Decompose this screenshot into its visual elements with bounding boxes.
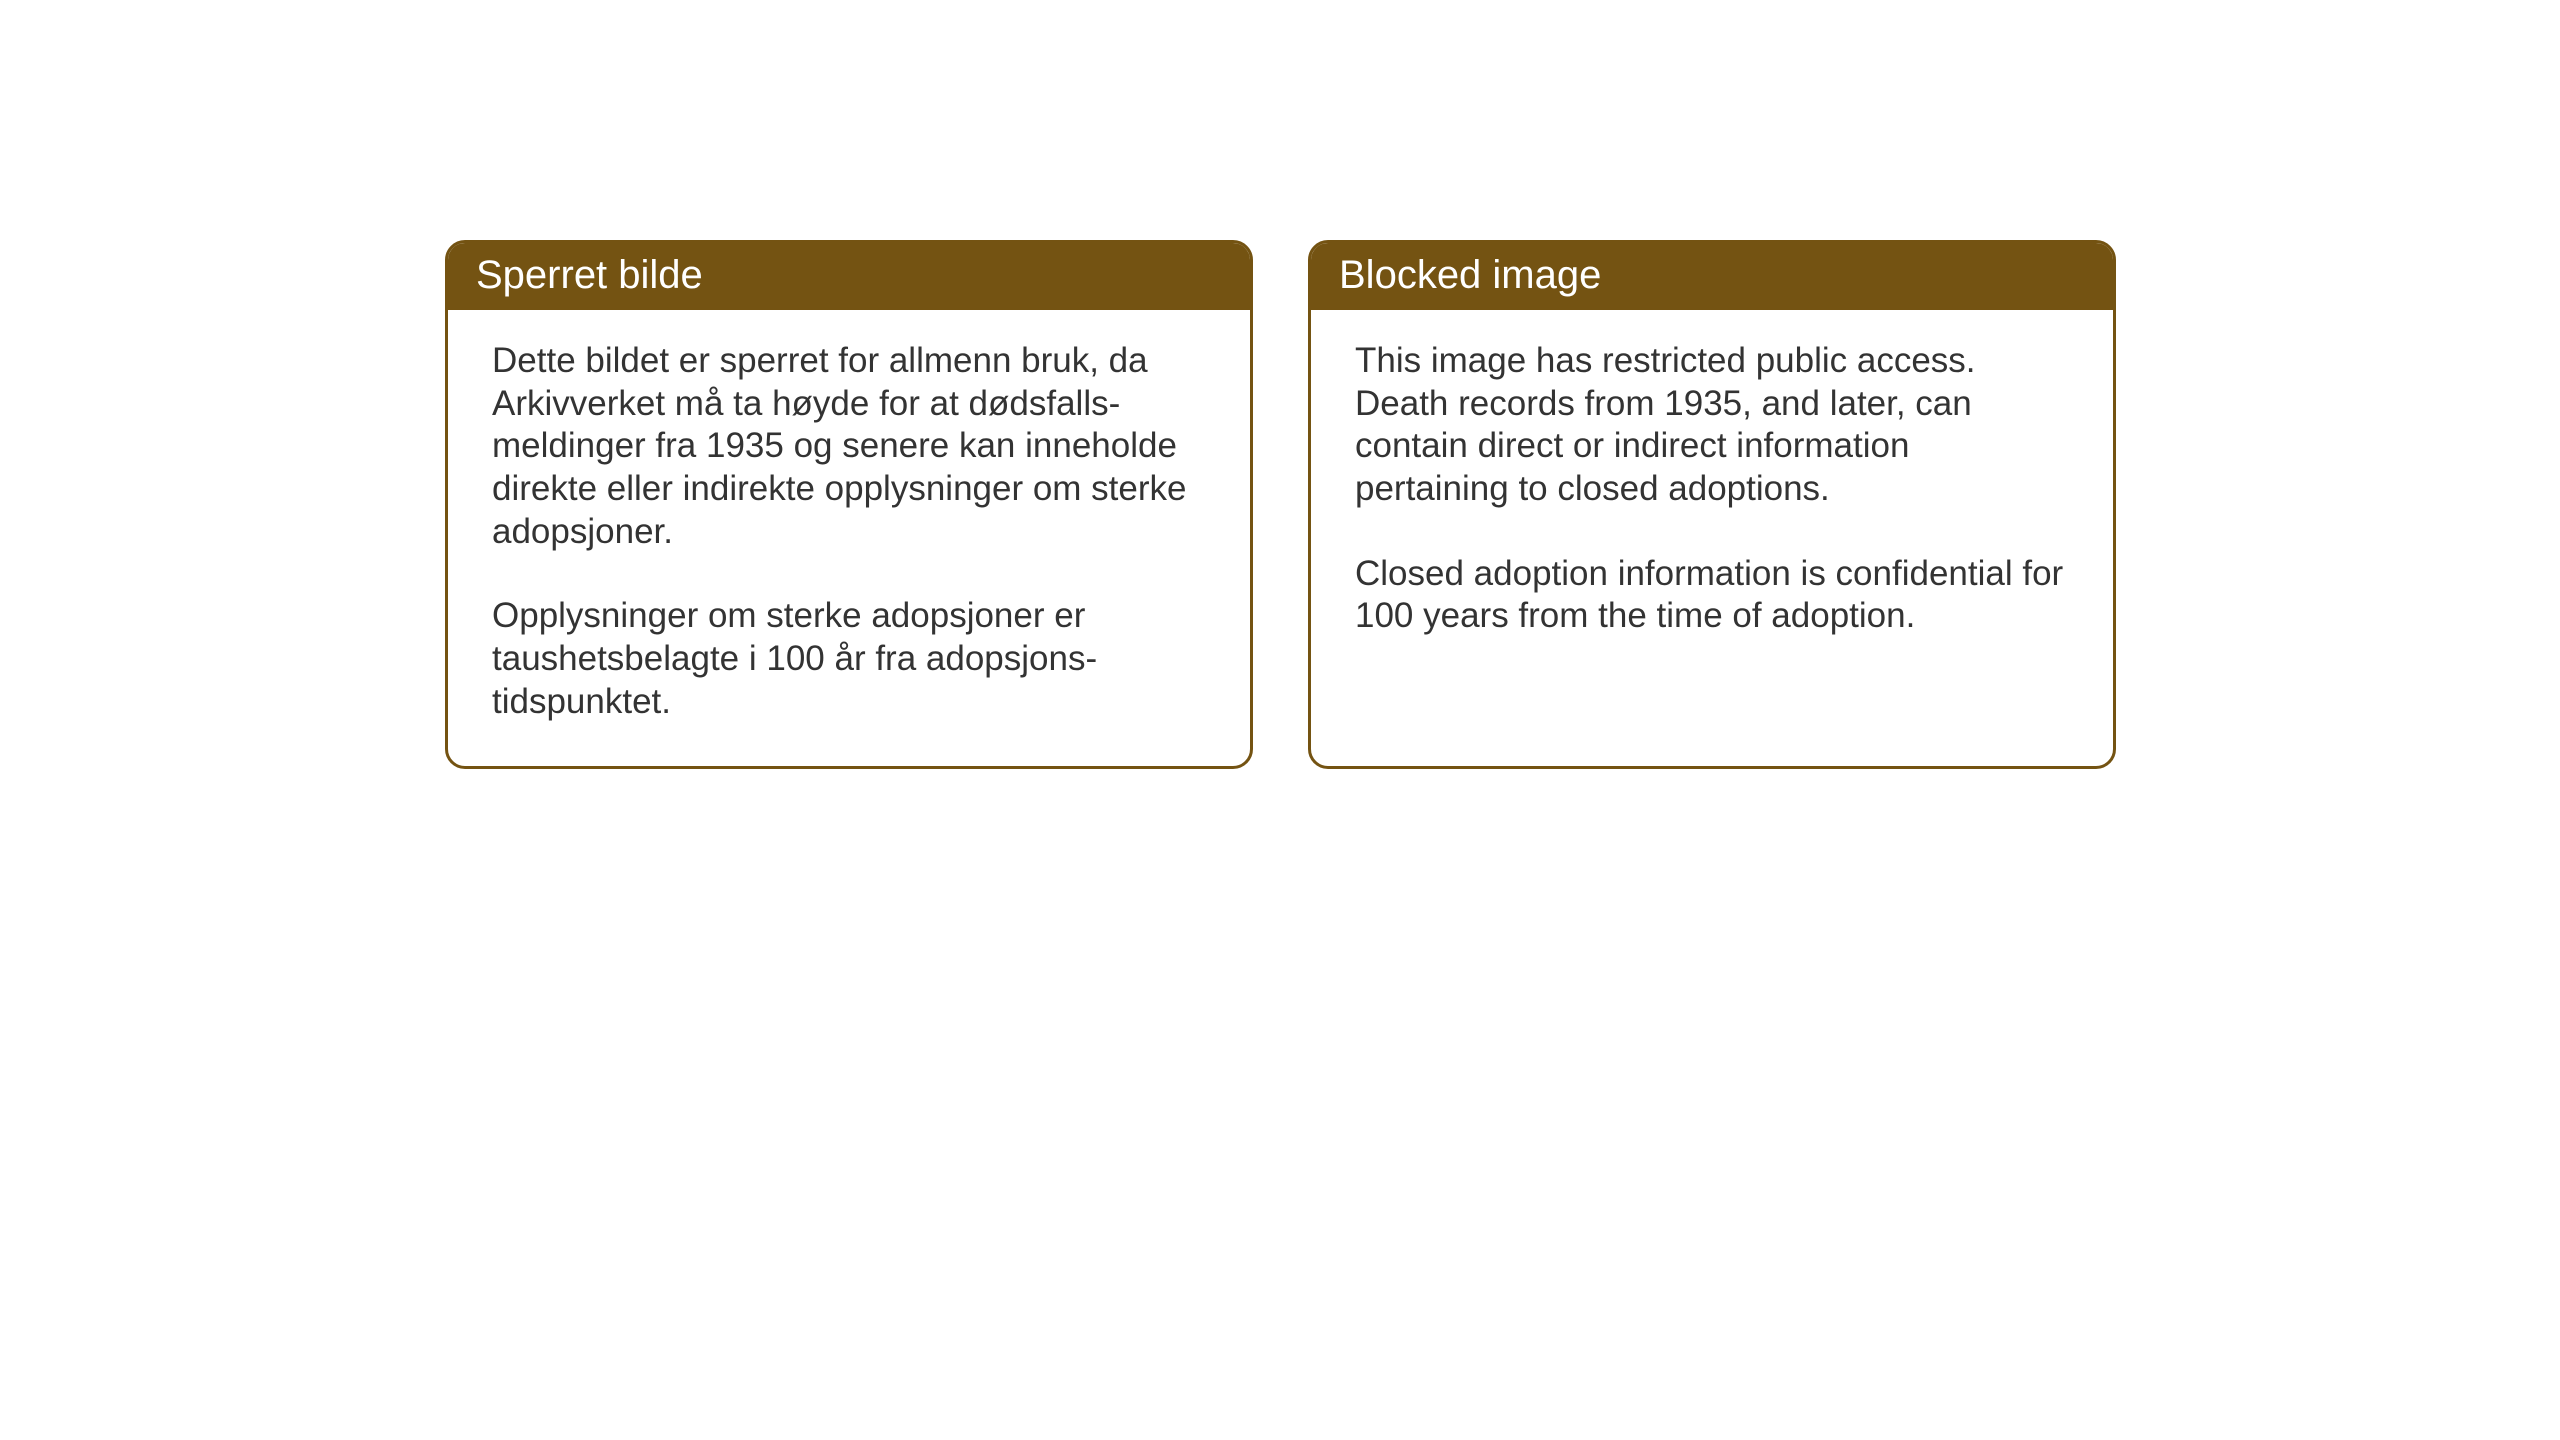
notice-title-norwegian: Sperret bilde [476,253,703,297]
notice-paragraph-1-norwegian: Dette bildet er sperret for allmenn bruk… [492,340,1206,553]
notice-paragraph-2-english: Closed adoption information is confident… [1355,553,2069,638]
notice-card-norwegian: Sperret bilde Dette bildet er sperret fo… [445,240,1253,769]
notice-body-norwegian: Dette bildet er sperret for allmenn bruk… [448,310,1250,766]
notice-header-english: Blocked image [1311,243,2113,310]
notice-card-english: Blocked image This image has restricted … [1308,240,2116,769]
notice-header-norwegian: Sperret bilde [448,243,1250,310]
notice-paragraph-1-english: This image has restricted public access.… [1355,340,2069,511]
notice-paragraph-2-norwegian: Opplysninger om sterke adopsjoner er tau… [492,595,1206,723]
notice-body-english: This image has restricted public access.… [1311,310,2113,680]
notice-container: Sperret bilde Dette bildet er sperret fo… [445,240,2116,769]
notice-title-english: Blocked image [1339,253,1601,297]
